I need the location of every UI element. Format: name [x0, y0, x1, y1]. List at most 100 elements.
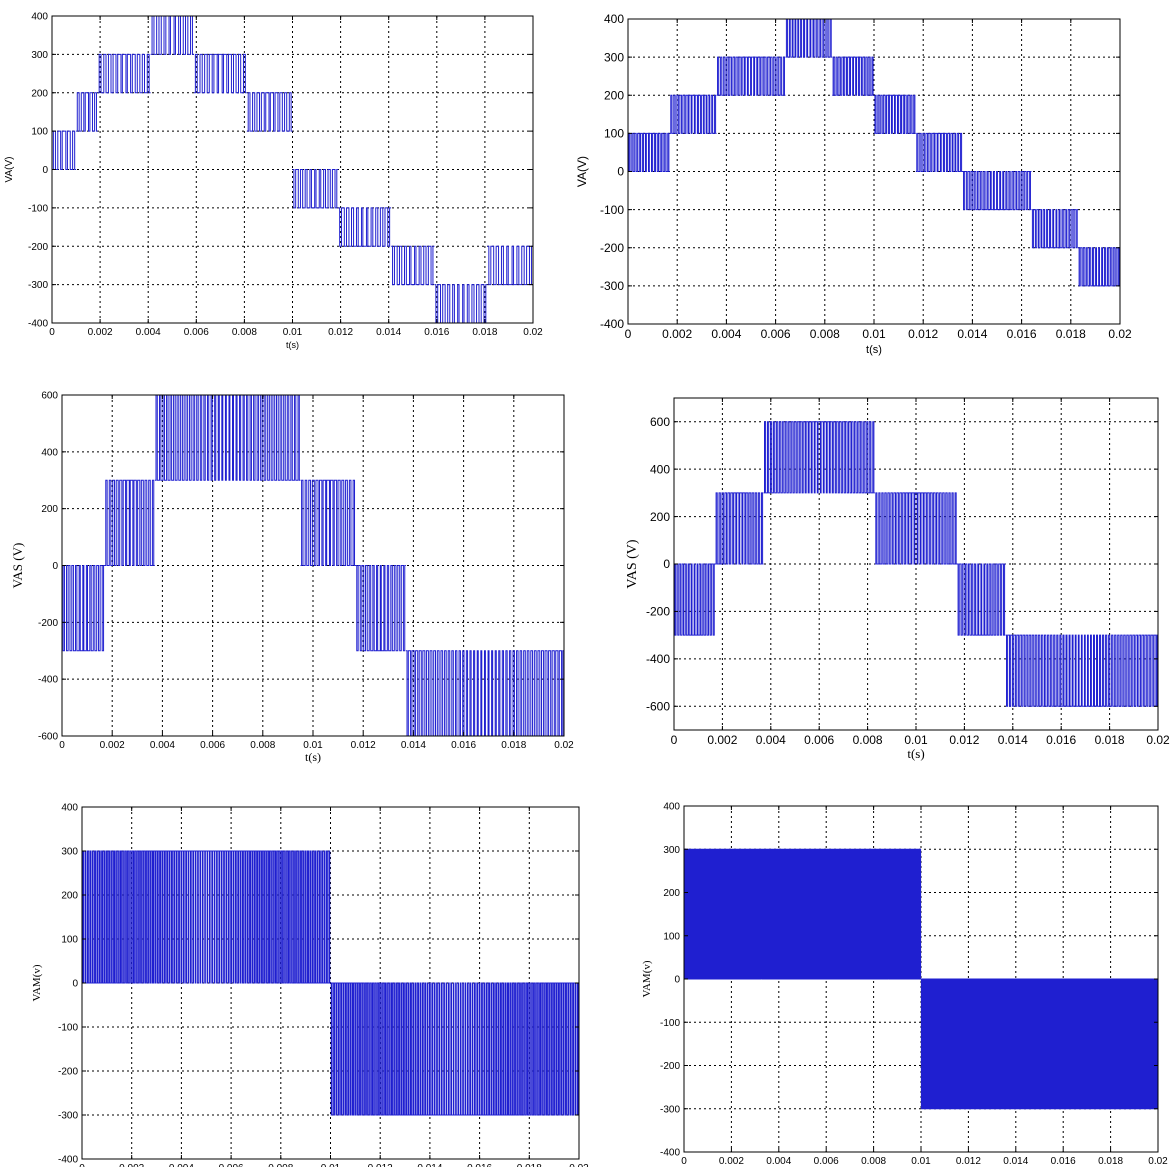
x-tick-label: 0.008 — [810, 327, 840, 341]
y-tick-label: 600 — [41, 391, 58, 402]
x-tick-label: 0.002 — [119, 1163, 144, 1167]
x-tick-label: 0.014 — [957, 327, 987, 341]
y-tick-label: -300 — [600, 279, 624, 293]
x-tick-label: 0 — [625, 327, 632, 341]
y-tick-label: -400 — [646, 652, 670, 666]
x-tick-label: 0.01 — [904, 733, 928, 747]
chart-panel-va-left: 0 0.002 0.004 0.006 0.008 0.01 0.012 0.014 0.016… — [4, 12, 543, 351]
x-tick-label: 0 — [671, 733, 678, 747]
y-tick-label: 300 — [61, 847, 78, 858]
y-tick-label: -400 — [58, 1155, 78, 1166]
y-tick-label: -400 — [28, 319, 48, 330]
chart-panel-vam-right: 0 0.002 0.004 0.006 0.008 0.01 0.012 0.014 0.016… — [641, 802, 1168, 1167]
y-tick-label: 400 — [31, 12, 48, 23]
y-tick-label: 100 — [61, 935, 78, 946]
series-line — [62, 395, 564, 736]
x-tick-label: 0.016 — [1007, 327, 1037, 341]
y-tick-label: 200 — [41, 504, 58, 515]
x-tick-label: 0.004 — [169, 1163, 194, 1167]
y-tick-label: 100 — [663, 931, 680, 942]
y-tick-label: 100 — [31, 127, 48, 138]
x-tick-label: 0.016 — [1051, 1156, 1076, 1167]
y-tick-label: 0 — [617, 165, 624, 179]
y-tick-label: -400 — [600, 317, 624, 331]
x-tick-label: 0.008 — [268, 1163, 293, 1167]
y-tick-label: 300 — [604, 50, 624, 64]
x-axis-label: t(s) — [907, 746, 924, 761]
y-tick-label: 400 — [61, 803, 78, 814]
x-tick-label: 0.002 — [88, 327, 113, 338]
y-tick-label: -200 — [38, 618, 58, 629]
y-tick-label: 400 — [650, 462, 670, 476]
y-tick-label: -200 — [646, 605, 670, 619]
x-tick-label: 0.01 — [862, 327, 886, 341]
y-tick-label: 100 — [604, 127, 624, 141]
y-tick-label: -200 — [58, 1067, 78, 1078]
x-tick-label: 0.01 — [283, 327, 303, 338]
x-tick-label: 0.006 — [761, 327, 791, 341]
series-line — [674, 421, 1158, 707]
y-tick-label: 200 — [650, 510, 670, 524]
x-tick-label: 0.006 — [184, 327, 209, 338]
x-tick-label: 0.02 — [569, 1163, 589, 1167]
x-tick-label: 0.002 — [707, 733, 737, 747]
x-tick-label: 0.006 — [200, 740, 225, 751]
y-tick-label: -200 — [660, 1061, 680, 1072]
x-tick-label: 0.02 — [554, 740, 574, 751]
chart-panel-va-right: 0 0.002 0.004 0.006 0.008 0.01 0.012 0.014 0.016… — [575, 12, 1132, 356]
x-tick-label: 0.01 — [303, 740, 323, 751]
x-tick-label: 0.012 — [908, 327, 938, 341]
y-tick-label: 0 — [674, 975, 680, 986]
y-tick-label: -100 — [28, 203, 48, 214]
y-tick-label: 200 — [31, 88, 48, 99]
y-tick-label: 0 — [72, 979, 78, 990]
x-tick-label: 0.018 — [1095, 733, 1125, 747]
x-tick-label: 0.002 — [719, 1156, 744, 1167]
x-tick-label: 0.006 — [219, 1163, 244, 1167]
x-tick-label: 0.012 — [956, 1156, 981, 1167]
x-tick-label: 0.02 — [1146, 733, 1170, 747]
x-tick-label: 0.008 — [861, 1156, 886, 1167]
x-tick-label: 0.006 — [804, 733, 834, 747]
y-tick-label: 400 — [41, 447, 58, 458]
y-axis-label: VAM(v) — [31, 964, 43, 1001]
x-tick-label: 0.004 — [711, 327, 741, 341]
y-tick-label: -300 — [28, 280, 48, 291]
y-axis-label: VA(V) — [575, 156, 589, 187]
y-tick-label: 600 — [650, 415, 670, 429]
x-tick-label: 0.014 — [417, 1163, 442, 1167]
x-tick-label: 0.016 — [424, 327, 449, 338]
chart-panel-vam-left: 0 0.002 0.004 0.006 0.008 0.01 0.012 0.014 0.016… — [31, 803, 589, 1167]
x-tick-label: 0.014 — [1003, 1156, 1028, 1167]
y-tick-label: 300 — [31, 50, 48, 61]
y-axis-label: VAS (V) — [10, 543, 25, 589]
x-tick-label: 0.012 — [351, 740, 376, 751]
y-tick-label: 400 — [663, 802, 680, 813]
x-tick-label: 0.02 — [1148, 1156, 1168, 1167]
y-tick-label: 200 — [61, 891, 78, 902]
y-tick-label: 0 — [52, 561, 58, 572]
x-tick-label: 0.018 — [472, 327, 497, 338]
x-tick-label: 0.014 — [376, 327, 401, 338]
x-tick-label: 0.01 — [321, 1163, 341, 1167]
y-tick-label: -200 — [28, 242, 48, 253]
x-tick-label: 0.004 — [150, 740, 175, 751]
y-tick-label: -300 — [58, 1111, 78, 1122]
y-tick-label: 200 — [663, 888, 680, 899]
y-tick-label: 300 — [663, 845, 680, 856]
x-tick-label: 0.014 — [401, 740, 426, 751]
x-axis-label: t(s) — [866, 344, 882, 356]
x-tick-label: 0.006 — [814, 1156, 839, 1167]
x-tick-label: 0.016 — [451, 740, 476, 751]
y-axis-label: VAS (V) — [625, 539, 640, 588]
y-tick-label: -300 — [660, 1104, 680, 1115]
y-tick-label: -400 — [660, 1148, 680, 1159]
x-tick-label: 0.018 — [1098, 1156, 1123, 1167]
x-tick-label: 0.02 — [1108, 327, 1132, 341]
y-tick-label: 400 — [604, 12, 624, 26]
x-tick-label: 0.008 — [853, 733, 883, 747]
x-tick-label: 0.012 — [949, 733, 979, 747]
y-tick-label: -100 — [58, 1023, 78, 1034]
x-tick-label: 0 — [59, 740, 65, 751]
x-tick-label: 0.02 — [523, 327, 543, 338]
